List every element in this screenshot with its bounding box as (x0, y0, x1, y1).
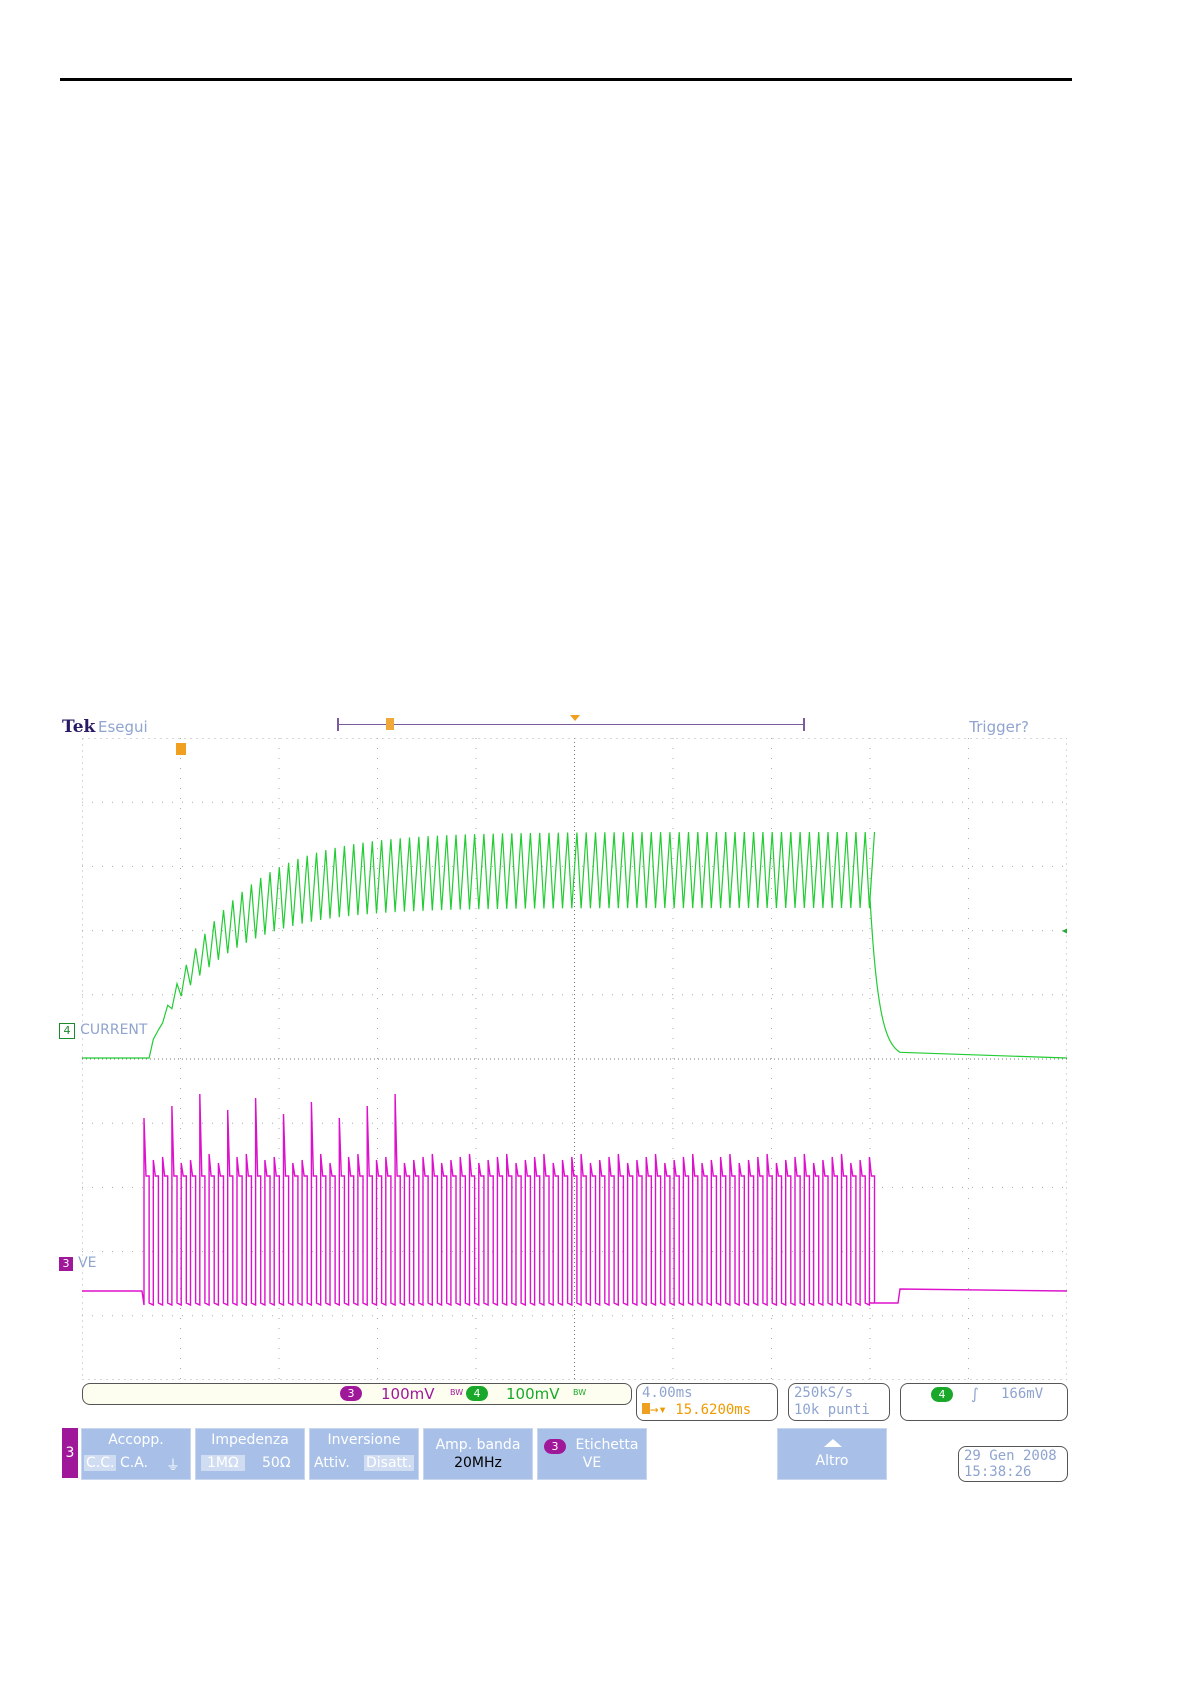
impedance-title: Impedenza (211, 1432, 289, 1448)
impedance-button[interactable]: Impedenza 1MΩ 50Ω (195, 1428, 305, 1480)
trigger-delay-icon (642, 1403, 650, 1414)
more-label: Altro (815, 1453, 849, 1469)
trigger-delay-value: 15.6200ms (675, 1402, 752, 1418)
menu-channel-indicator: 3 (62, 1428, 78, 1478)
graticule (82, 738, 1067, 1380)
ch4-label: CURRENT (80, 1022, 148, 1038)
top-rule (60, 78, 1072, 81)
acquisition-box[interactable]: 250kS/s 10k punti (788, 1383, 890, 1421)
record-length: 10k punti (794, 1402, 870, 1418)
bandwidth-button[interactable]: Amp. banda 20MHz (423, 1428, 533, 1480)
datetime-box: 29 Gen 2008 15:38:26 (958, 1446, 1068, 1482)
timebase-value: 4.00ms (642, 1385, 693, 1401)
invert-on-option[interactable]: Attiv. (314, 1455, 350, 1471)
trigger-position-icon (570, 715, 580, 721)
brand-logo: Tek (62, 717, 96, 737)
record-view-bar (337, 718, 805, 731)
invert-title: Inversione (327, 1432, 401, 1448)
record-view-trigger-marker (386, 718, 394, 730)
ch4-marker[interactable]: 4 CURRENT (59, 1019, 147, 1039)
ground-icon[interactable]: ⏚ (166, 1458, 180, 1474)
ve-waveform (82, 1093, 1067, 1307)
trigger-level-arrow (1062, 928, 1067, 934)
sample-rate: 250kS/s (794, 1385, 854, 1401)
current-waveform (82, 831, 1067, 1059)
timebase-box[interactable]: 4.00ms →▾ 15.6200ms (636, 1383, 778, 1421)
scope-header: Tek Esegui Trigger? (55, 715, 1075, 737)
ch3-scale: 100mV (381, 1385, 435, 1403)
impedance-1m-option[interactable]: 1MΩ (201, 1455, 245, 1471)
label-channel-badge: 3 (544, 1439, 566, 1454)
invert-button[interactable]: Inversione Attiv. Disatt. (309, 1428, 419, 1480)
trigger-level: 166mV (1001, 1386, 1044, 1402)
impedance-50-option[interactable]: 50Ω (262, 1455, 291, 1471)
bandwidth-value: 20MHz (454, 1455, 502, 1471)
oscilloscope-screen: Tek Esegui Trigger? 4 CURRENT 3 VE 3 100… (55, 715, 1075, 1485)
trigger-box[interactable]: 4 ∫ 166mV (900, 1383, 1068, 1421)
waveform-display[interactable] (82, 738, 1067, 1380)
ch3-bw-icon: BW (450, 1388, 464, 1397)
date: 29 Gen 2008 (964, 1448, 1057, 1464)
bandwidth-title: Amp. banda (435, 1437, 521, 1453)
vertical-status-bar: 3 100mV BW 4 100mV BW (82, 1383, 632, 1405)
coupling-button[interactable]: Accopp. C.C. C.A. ⏚ (81, 1428, 191, 1480)
coupling-dc-option[interactable]: C.C. (84, 1455, 117, 1471)
invert-off-option[interactable]: Disatt. (364, 1455, 414, 1471)
more-button[interactable]: Altro (777, 1428, 887, 1480)
time: 15:38:26 (964, 1464, 1032, 1480)
ch4-bw-icon: BW (573, 1388, 587, 1397)
ch4-scale: 100mV (506, 1385, 560, 1403)
label-title: Etichetta (575, 1437, 639, 1453)
ch3-label: VE (78, 1255, 97, 1271)
arrow-icon: →▾ (650, 1402, 667, 1418)
label-button[interactable]: 3 Etichetta VE (537, 1428, 647, 1480)
trigger-state: Trigger? (969, 718, 1029, 736)
trigger-channel-badge: 4 (931, 1387, 953, 1402)
chevron-up-icon (824, 1439, 842, 1447)
coupling-ac-option[interactable]: C.A. (120, 1455, 149, 1471)
rising-edge-icon: ∫ (971, 1385, 979, 1403)
label-value: VE (582, 1455, 602, 1471)
acquisition-state: Esegui (98, 718, 148, 736)
channel-menu: 3 Accopp. C.C. C.A. ⏚ Impedenza 1MΩ 50Ω … (55, 1428, 1075, 1485)
coupling-title: Accopp. (108, 1432, 164, 1448)
ch3-marker[interactable]: 3 VE (59, 1252, 97, 1271)
trigger-time-marker (176, 743, 186, 755)
ch4-badge: 4 (466, 1386, 488, 1401)
ch3-badge: 3 (340, 1386, 362, 1401)
